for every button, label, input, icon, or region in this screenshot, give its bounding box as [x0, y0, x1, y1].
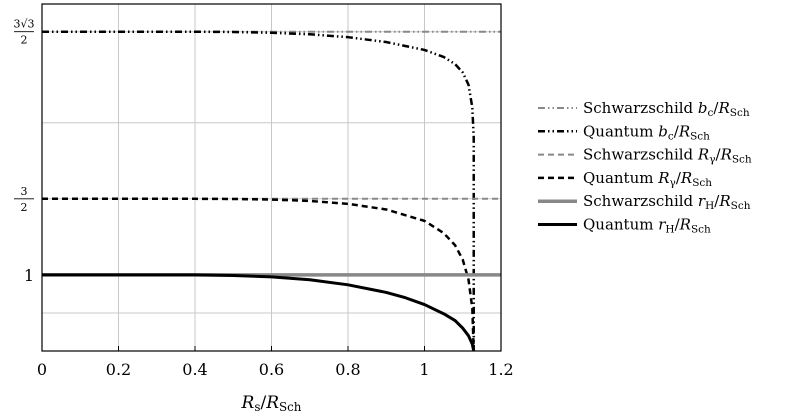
- x-tick-label: 0.6: [259, 360, 284, 379]
- y-tick-denominator: 2: [21, 34, 28, 47]
- y-tick-label: 3√32: [13, 18, 34, 47]
- grid: [42, 4, 501, 351]
- x-tick-label: 1: [419, 360, 429, 379]
- y-tick-label: 32: [14, 185, 34, 214]
- series-line-3: [42, 197, 475, 352]
- x-ticks: 0 0.2 0.4 0.6 0.8 1 1.2: [37, 346, 514, 379]
- x-axis-label-text: Rs/RSch: [241, 393, 302, 414]
- y-tick-denominator: 2: [21, 201, 28, 214]
- x-tick-label: 1.2: [488, 360, 513, 379]
- y-tick-label: 1: [24, 266, 34, 285]
- legend-label-2: Schwarzschild Rγ/RSch: [583, 146, 752, 166]
- x-tick-label: 0.2: [106, 360, 131, 379]
- series-line-1: [42, 30, 475, 351]
- legend-label-5: Quantum rH/RSch: [583, 216, 711, 236]
- legend-label-3: Quantum Rγ/RSch: [583, 169, 712, 189]
- legend-label-4: Schwarzschild rH/RSch: [583, 192, 751, 212]
- x-tick-label: 0.4: [182, 360, 207, 379]
- x-axis-label: Rs/RSch: [241, 393, 302, 414]
- legend-label-1: Quantum bc/RSch: [583, 122, 710, 142]
- series-line-5: [42, 273, 476, 352]
- x-tick-label: 0.8: [335, 360, 360, 379]
- y-tick-numerator: 3: [21, 185, 28, 198]
- legend: Schwarzschild bc/RSch Quantum bc/RSch Schw…: [538, 99, 752, 235]
- series-lines: [42, 30, 501, 352]
- y-tick-numerator: 3√3: [13, 18, 34, 31]
- x-tick-label: 0: [37, 360, 47, 379]
- legend-label-0: Schwarzschild bc/RSch: [583, 99, 750, 119]
